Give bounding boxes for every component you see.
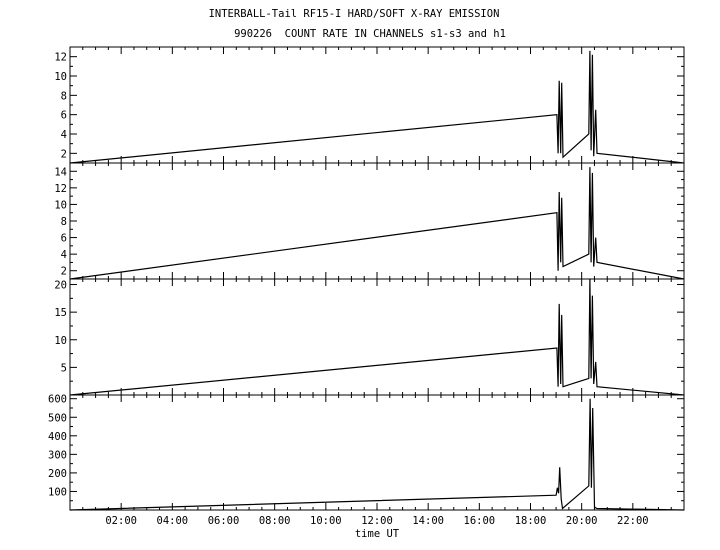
- y-tick-label: 10: [54, 71, 67, 83]
- panel-3: 5 10 15 20: [54, 278, 685, 396]
- series-line: [69, 167, 685, 280]
- y-tick-label: 6: [61, 110, 67, 122]
- series-line: [69, 398, 685, 511]
- y-tick-label: 10: [54, 335, 67, 347]
- y-tick-label: 4: [61, 129, 67, 141]
- y-tick-label: 20: [54, 280, 67, 292]
- y-tick-label: 500: [48, 412, 67, 424]
- x-tick-label: 06:00: [208, 515, 240, 527]
- y-tick-label: 2: [61, 148, 67, 160]
- panel-1: 2 4 6 8 10 12: [54, 46, 685, 164]
- y-tick-label: 12: [54, 183, 67, 195]
- panel-4: 100 200 300 400 500 600: [48, 394, 685, 511]
- y-tick-label: 8: [61, 90, 67, 102]
- y-tick-label: 300: [48, 449, 67, 461]
- x-tick-label: 14:00: [412, 515, 444, 527]
- y-tick-label: 5: [61, 362, 67, 374]
- chart-subtitle: 990226 COUNT RATE IN CHANNELS s1-s3 and …: [234, 28, 506, 40]
- y-tick-label: 4: [61, 249, 67, 261]
- x-tick-label: 20:00: [566, 515, 598, 527]
- y-tick-label: 100: [48, 486, 67, 498]
- x-tick-label: 04:00: [157, 515, 189, 527]
- x-tick-label: 18:00: [515, 515, 547, 527]
- x-tick-label: 08:00: [259, 515, 291, 527]
- chart-title: INTERBALL-Tail RF15-I HARD/SOFT X-RAY EM…: [208, 8, 500, 20]
- y-tick-label: 6: [61, 233, 67, 245]
- x-axis-label: time UT: [355, 528, 400, 540]
- y-tick-label: 10: [54, 199, 67, 211]
- series-line: [69, 50, 685, 164]
- x-tick-label: 16:00: [464, 515, 496, 527]
- y-tick-label: 12: [54, 52, 67, 64]
- x-tick-label: 22:00: [617, 515, 649, 527]
- y-tick-label: 8: [61, 216, 67, 228]
- y-tick-label: 15: [54, 307, 67, 319]
- series-line: [69, 278, 685, 396]
- y-tick-label: 14: [54, 166, 67, 178]
- x-tick-label: 12:00: [361, 515, 393, 527]
- y-tick-label: 600: [48, 394, 67, 406]
- panel-2: 2 4 6 8 10 12 14: [54, 162, 685, 280]
- y-tick-label: 200: [48, 468, 67, 480]
- x-tick-label: 02:00: [105, 515, 137, 527]
- y-tick-label: 400: [48, 431, 67, 443]
- y-tick-label: 2: [61, 266, 67, 278]
- x-tick-label: 10:00: [310, 515, 342, 527]
